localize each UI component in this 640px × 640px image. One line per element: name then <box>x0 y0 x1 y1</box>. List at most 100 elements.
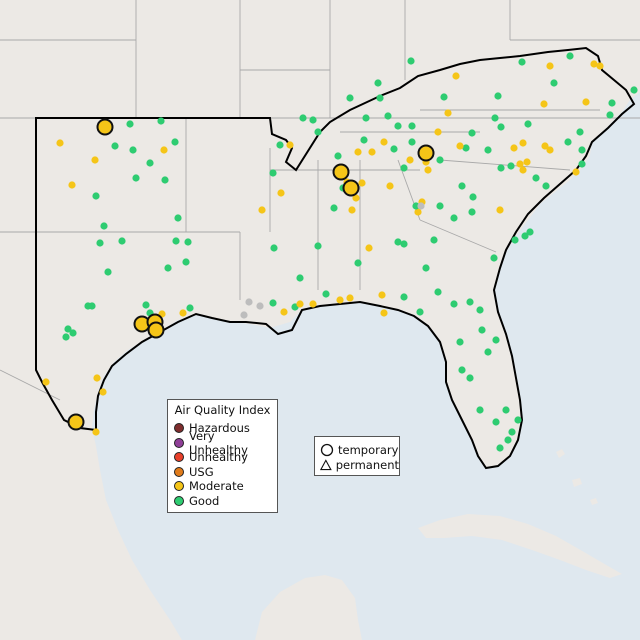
monitor-point[interactable] <box>96 239 104 247</box>
temporary-monitor-point[interactable] <box>147 321 165 339</box>
monitor-point[interactable] <box>161 176 169 184</box>
monitor-point[interactable] <box>484 146 492 154</box>
monitor-point[interactable] <box>334 152 342 160</box>
monitor-point[interactable] <box>424 166 432 174</box>
monitor-point[interactable] <box>630 86 638 94</box>
monitor-point[interactable] <box>458 182 466 190</box>
monitor-point[interactable] <box>400 293 408 301</box>
monitor-point[interactable] <box>380 309 388 317</box>
monitor-point[interactable] <box>484 348 492 356</box>
monitor-point[interactable] <box>436 156 444 164</box>
monitor-point[interactable] <box>566 52 574 60</box>
monitor-point[interactable] <box>414 208 422 216</box>
monitor-point[interactable] <box>476 406 484 414</box>
monitor-point[interactable] <box>422 264 430 272</box>
monitor-point[interactable] <box>118 237 126 245</box>
monitor-point[interactable] <box>582 98 590 106</box>
monitor-point[interactable] <box>519 139 527 147</box>
monitor-point[interactable] <box>330 204 338 212</box>
monitor-point[interactable] <box>362 114 370 122</box>
monitor-point[interactable] <box>541 142 549 150</box>
monitor-point[interactable] <box>526 228 534 236</box>
monitor-point[interactable] <box>354 148 362 156</box>
monitor-point[interactable] <box>384 112 392 120</box>
monitor-point[interactable] <box>314 128 322 136</box>
monitor-point[interactable] <box>578 146 586 154</box>
monitor-point[interactable] <box>336 296 344 304</box>
monitor-point[interactable] <box>546 62 554 70</box>
monitor-point[interactable] <box>64 325 72 333</box>
monitor-point[interactable] <box>502 406 510 414</box>
monitor-point[interactable] <box>416 308 424 316</box>
monitor-point[interactable] <box>269 169 277 177</box>
monitor-point[interactable] <box>277 189 285 197</box>
monitor-point[interactable] <box>511 236 519 244</box>
monitor-point[interactable] <box>69 329 77 337</box>
monitor-point[interactable] <box>469 193 477 201</box>
monitor-point[interactable] <box>142 301 150 309</box>
monitor-point[interactable] <box>358 179 366 187</box>
monitor-point[interactable] <box>394 122 402 130</box>
monitor-point[interactable] <box>497 164 505 172</box>
monitor-point[interactable] <box>434 128 442 136</box>
monitor-point[interactable] <box>478 326 486 334</box>
monitor-point[interactable] <box>56 139 64 147</box>
monitor-point[interactable] <box>380 138 388 146</box>
monitor-point[interactable] <box>496 444 504 452</box>
temporary-monitor-point[interactable] <box>417 144 435 162</box>
monitor-point[interactable] <box>245 298 253 306</box>
temporary-monitor-point[interactable] <box>342 179 360 197</box>
monitor-point[interactable] <box>572 168 580 176</box>
monitor-point[interactable] <box>606 111 614 119</box>
monitor-point[interactable] <box>492 418 500 426</box>
monitor-point[interactable] <box>452 72 460 80</box>
monitor-point[interactable] <box>299 114 307 122</box>
monitor-point[interactable] <box>436 202 444 210</box>
monitor-point[interactable] <box>368 148 376 156</box>
monitor-point[interactable] <box>542 182 550 190</box>
monitor-point[interactable] <box>466 374 474 382</box>
monitor-point[interactable] <box>354 259 362 267</box>
monitor-point[interactable] <box>578 160 586 168</box>
monitor-point[interactable] <box>596 62 604 70</box>
monitor-point[interactable] <box>346 94 354 102</box>
monitor-point[interactable] <box>314 242 322 250</box>
temporary-monitor-point[interactable] <box>67 413 85 431</box>
monitor-point[interactable] <box>376 94 384 102</box>
monitor-point[interactable] <box>390 145 398 153</box>
monitor-point[interactable] <box>88 302 96 310</box>
monitor-point[interactable] <box>476 306 484 314</box>
monitor-point[interactable] <box>608 99 616 107</box>
monitor-point[interactable] <box>352 194 360 202</box>
monitor-point[interactable] <box>408 138 416 146</box>
monitor-point[interactable] <box>450 214 458 222</box>
temporary-monitor-point[interactable] <box>96 118 114 136</box>
monitor-point[interactable] <box>462 144 470 152</box>
monitor-point[interactable] <box>408 122 416 130</box>
monitor-point[interactable] <box>417 202 425 210</box>
monitor-point[interactable] <box>365 244 373 252</box>
monitor-point[interactable] <box>497 123 505 131</box>
monitor-point[interactable] <box>412 202 420 210</box>
monitor-point[interactable] <box>182 258 190 266</box>
monitor-point[interactable] <box>62 333 70 341</box>
monitor-point[interactable] <box>514 416 522 424</box>
monitor-point[interactable] <box>270 244 278 252</box>
monitor-point[interactable] <box>466 298 474 306</box>
monitor-point[interactable] <box>430 236 438 244</box>
monitor-point[interactable] <box>296 274 304 282</box>
monitor-point[interactable] <box>309 300 317 308</box>
monitor-point[interactable] <box>100 222 108 230</box>
monitor-point[interactable] <box>400 240 408 248</box>
monitor-point[interactable] <box>104 268 112 276</box>
monitor-point[interactable] <box>68 181 76 189</box>
monitor-point[interactable] <box>521 232 529 240</box>
monitor-point[interactable] <box>440 93 448 101</box>
monitor-point[interactable] <box>590 60 598 68</box>
monitor-point[interactable] <box>309 116 317 124</box>
monitor-point[interactable] <box>129 146 137 154</box>
monitor-point[interactable] <box>111 142 119 150</box>
monitor-point[interactable] <box>456 142 464 150</box>
monitor-point[interactable] <box>186 304 194 312</box>
